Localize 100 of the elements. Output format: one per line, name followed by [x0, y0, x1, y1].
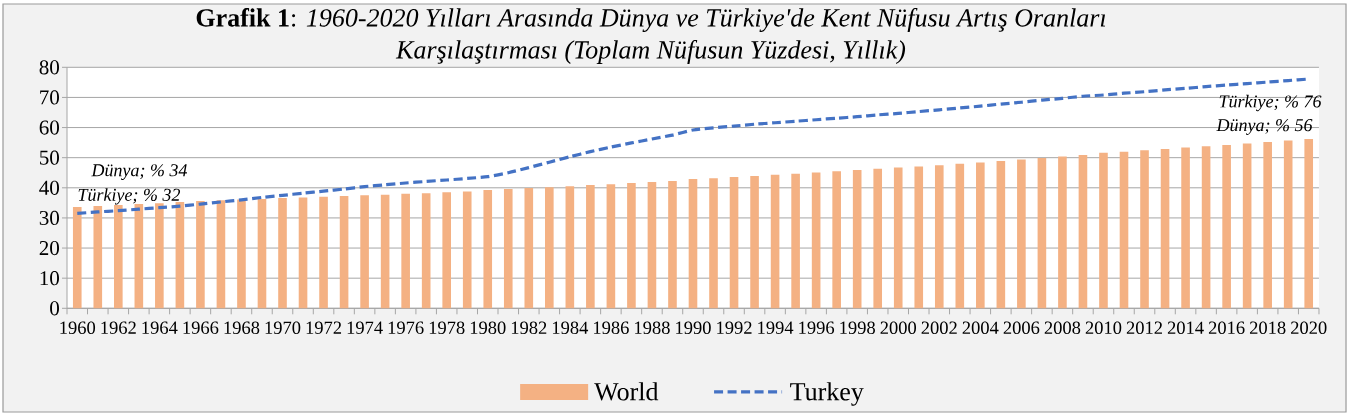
- bar: [1119, 151, 1129, 309]
- bar: [873, 168, 883, 309]
- x-tick-label: 1970: [265, 321, 301, 334]
- x-tick-label: 1974: [347, 321, 383, 334]
- x-tick-label: 2016: [1208, 321, 1245, 334]
- bar: [1201, 146, 1211, 309]
- x-tick-label: 1980: [470, 321, 506, 334]
- bar: [606, 184, 616, 309]
- y-tick-label: 70: [40, 90, 59, 105]
- y-tick-label: 80: [39, 60, 59, 75]
- bar: [688, 179, 698, 309]
- x-tick-label: 1966: [183, 321, 219, 334]
- bar: [1140, 150, 1149, 309]
- bar: [1037, 157, 1047, 309]
- annotation: Dünya; % 34: [91, 164, 188, 181]
- bar: [155, 203, 164, 309]
- bar: [811, 172, 821, 309]
- x-tick-label: 1994: [758, 321, 794, 334]
- bar: [319, 196, 328, 309]
- bar: [503, 189, 513, 309]
- bar: [442, 192, 452, 309]
- x-tick-label: 2008: [1044, 321, 1081, 334]
- bar: [545, 187, 554, 309]
- y-tick-label: 20: [39, 240, 59, 256]
- bar: [421, 193, 431, 309]
- x-tick-label: 1998: [840, 321, 875, 334]
- bar: [914, 166, 924, 309]
- bar: [339, 195, 349, 309]
- bar: [996, 160, 1006, 309]
- bar: [976, 162, 985, 309]
- bar: [1304, 139, 1314, 309]
- bar: [1058, 156, 1067, 309]
- x-tick-label: 1988: [635, 321, 670, 334]
- legend-label: World: [594, 382, 659, 401]
- bar: [934, 165, 944, 309]
- bar: [196, 201, 205, 309]
- bar: [462, 191, 472, 309]
- bar: [483, 189, 493, 309]
- x-tick-label: 1978: [429, 321, 465, 334]
- x-tick-label: 2000: [880, 321, 917, 334]
- x-tick-label: 2014: [1167, 321, 1204, 334]
- bar: [524, 188, 534, 309]
- x-tick-label: 1976: [388, 321, 424, 334]
- x-tick-label: 2004: [962, 321, 999, 334]
- x-tick-label: 1960: [60, 321, 96, 334]
- bar: [1242, 143, 1252, 309]
- y-tick-label: 30: [39, 210, 59, 226]
- x-tick-label: 1968: [224, 321, 260, 334]
- bar: [1017, 159, 1026, 309]
- x-tick-label: 1962: [101, 321, 136, 334]
- bar: [93, 205, 103, 309]
- bar: [114, 204, 123, 309]
- bar: [175, 201, 185, 309]
- bar: [298, 197, 308, 309]
- bar: [1160, 148, 1170, 309]
- x-tick-label: 1992: [717, 321, 752, 334]
- x-tick-label: 1984: [552, 321, 589, 334]
- bar: [1263, 142, 1272, 309]
- bar: [1222, 145, 1231, 309]
- bar: [647, 182, 657, 309]
- bar: [237, 199, 246, 309]
- x-tick-label: 2010: [1085, 321, 1122, 334]
- annotation: Türkiye; % 76: [1219, 94, 1322, 112]
- y-tick-label: 10: [40, 271, 59, 286]
- chart-title: Grafik 1: 1960-2020 Yılları Arasında Dünya ve Türkiye'de Kent Nüfusu Artış Oranları Karşılaştırması (Toplam Nüfusun Yüzdesi, Yıllık): [196, 8, 1106, 64]
- x-tick-label: 1972: [306, 321, 342, 334]
- bar: [380, 194, 390, 309]
- y-tick-label: 60: [39, 120, 59, 135]
- bar: [791, 173, 800, 309]
- x-tick-label: 1996: [799, 321, 835, 334]
- x-tick-label: 1990: [676, 321, 711, 334]
- bar: [134, 204, 144, 309]
- bar: [770, 174, 780, 309]
- bar: [565, 186, 575, 309]
- bar: [832, 171, 841, 309]
- bar: [72, 207, 82, 309]
- x-tick-label: 1986: [594, 321, 629, 334]
- bar: [729, 176, 739, 309]
- bar: [1078, 154, 1088, 309]
- bar: [955, 163, 965, 309]
- bar: [852, 170, 862, 309]
- x-tick-label: 2012: [1126, 321, 1162, 334]
- x-tick-label: 1964: [142, 321, 178, 334]
- x-tick-label: 2006: [1003, 321, 1040, 334]
- bar: [257, 198, 267, 309]
- bar: [401, 193, 410, 309]
- x-tick-label: 1982: [511, 321, 547, 334]
- bar: [586, 185, 595, 309]
- bar: [1099, 152, 1108, 309]
- x-tick-label: 2020: [1291, 321, 1327, 334]
- annotation: Dünya; % 56: [1216, 119, 1313, 135]
- annotation: Türkiye; % 32: [78, 188, 181, 205]
- bar: [360, 195, 369, 309]
- x-tick-label: 2018: [1249, 321, 1286, 334]
- bar: [278, 198, 287, 309]
- bar: [668, 180, 677, 309]
- bar: [627, 182, 636, 309]
- bar: [750, 176, 759, 309]
- bar: [1283, 140, 1293, 309]
- y-tick-label: 50: [40, 150, 59, 165]
